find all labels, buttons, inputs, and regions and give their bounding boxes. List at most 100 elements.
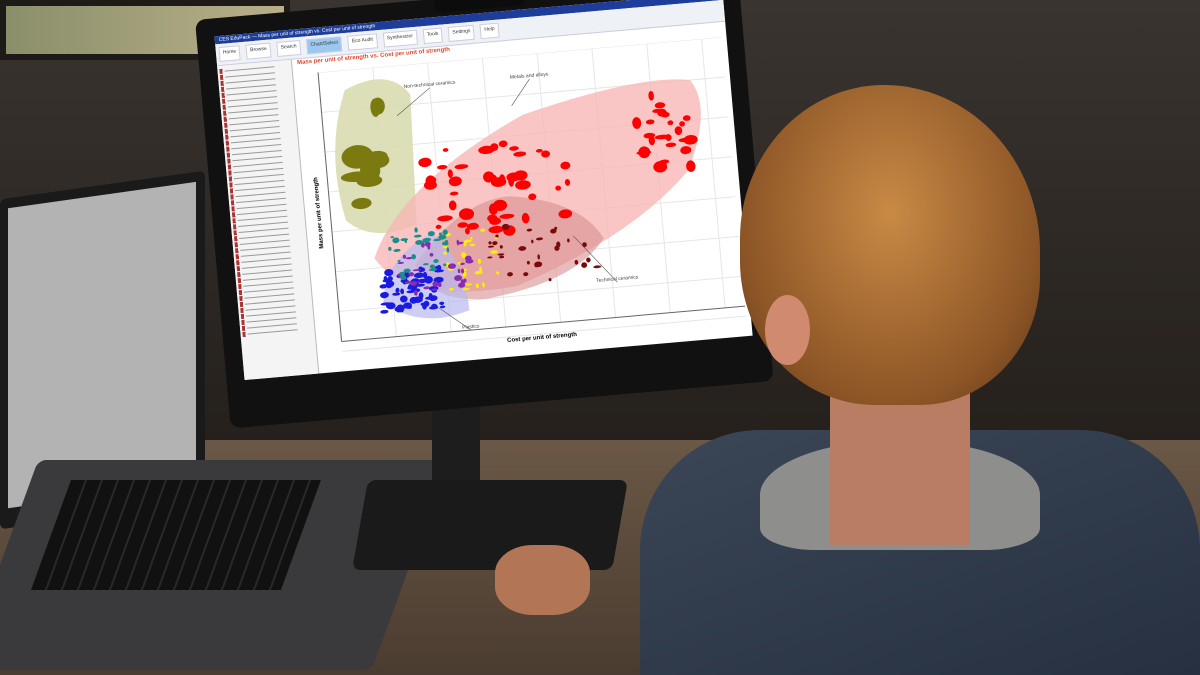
point-plastics <box>385 280 395 288</box>
point-metals <box>458 208 475 220</box>
point-purple <box>457 268 461 274</box>
point-metals <box>560 161 571 170</box>
point-technical-ceramics <box>554 245 560 251</box>
point-metals <box>632 117 642 129</box>
annotation-leader <box>573 235 618 283</box>
point-metals <box>665 134 672 141</box>
point-metals <box>447 169 453 179</box>
point-technical-ceramics <box>586 257 591 263</box>
toolbar-button[interactable]: Browse <box>245 42 272 60</box>
point-yellow <box>442 245 448 249</box>
y-axis <box>317 72 343 342</box>
point-purple <box>402 254 407 259</box>
point-purple <box>404 281 412 284</box>
point-metals <box>660 111 670 118</box>
point-plastics <box>380 309 389 314</box>
person <box>740 85 1040 545</box>
point-technical-ceramics <box>550 228 557 234</box>
point-technical-ceramics <box>501 223 510 230</box>
point-metals <box>541 150 551 158</box>
grid-line <box>701 38 726 308</box>
point-metals <box>492 199 508 212</box>
point-purple <box>410 281 418 286</box>
neck <box>830 385 970 545</box>
point-teal <box>400 238 409 242</box>
point-teal <box>393 248 401 252</box>
point-yellow <box>463 240 467 247</box>
point-purple <box>417 281 421 284</box>
point-plastics <box>385 302 396 310</box>
point-yellow <box>482 282 485 288</box>
point-technical-ceramics <box>534 264 542 268</box>
point-teal <box>433 259 439 264</box>
annotation-label: Non-technical ceramics <box>403 80 456 91</box>
point-non-technical-ceramics <box>360 159 372 183</box>
annotation-label: Plastics <box>462 323 480 331</box>
point-metals <box>508 174 515 187</box>
toolbar-button[interactable]: Help <box>479 22 500 40</box>
point-metals <box>509 146 519 151</box>
point-plastics <box>431 303 438 309</box>
point-yellow <box>464 239 472 243</box>
toolbar-button[interactable]: Chart/Select <box>305 36 343 55</box>
point-plastics <box>399 295 408 303</box>
point-teal <box>443 263 447 267</box>
point-purple <box>460 268 465 274</box>
point-metals <box>515 180 531 190</box>
point-plastics <box>439 301 445 306</box>
point-plastics <box>418 266 424 273</box>
toolbar-button[interactable]: Synthesizer <box>382 29 418 48</box>
point-metals <box>442 148 449 152</box>
point-yellow <box>490 250 498 254</box>
point-metals <box>659 159 670 164</box>
point-purple <box>458 282 466 288</box>
toolbar-button[interactable]: Home <box>218 45 242 63</box>
point-metals <box>418 157 432 168</box>
point-metals <box>682 115 691 121</box>
point-metals <box>686 160 696 172</box>
point-metals <box>449 191 459 196</box>
point-plastics <box>415 283 425 287</box>
point-teal <box>422 263 429 266</box>
point-non-technical-ceramics <box>351 197 372 210</box>
hand <box>495 545 590 615</box>
toolbar-button[interactable]: Tools <box>422 27 444 45</box>
point-teal <box>442 241 449 246</box>
point-yellow <box>461 252 467 258</box>
point-metals <box>564 179 571 186</box>
point-non-technical-ceramics <box>371 97 385 115</box>
point-plastics <box>379 284 388 289</box>
toolbar-button[interactable]: Search <box>276 39 302 57</box>
point-purple <box>397 262 405 264</box>
laptop-keyboard <box>30 480 321 590</box>
point-metals <box>466 222 479 230</box>
point-technical-ceramics <box>495 234 499 238</box>
point-technical-ceramics <box>488 241 492 245</box>
point-purple <box>429 252 434 257</box>
point-teal <box>438 232 442 236</box>
point-purple <box>454 275 463 281</box>
toolbar-button[interactable]: Eco Audit <box>347 33 378 51</box>
point-plastics <box>395 289 400 293</box>
point-purple <box>437 282 442 288</box>
point-purple <box>408 272 415 277</box>
point-teal <box>429 264 435 269</box>
point-purple <box>432 281 439 287</box>
toolbar-button[interactable]: Settings <box>447 24 476 42</box>
point-metals <box>448 176 462 187</box>
point-teal <box>422 237 432 242</box>
point-plastics <box>425 296 434 300</box>
point-metals <box>680 146 692 155</box>
point-metals <box>558 209 573 219</box>
point-plastics <box>407 305 412 309</box>
point-metals <box>665 142 677 148</box>
point-yellow <box>477 258 481 264</box>
point-plastics <box>413 272 425 279</box>
point-metals <box>645 119 655 125</box>
point-technical-ceramics <box>487 245 495 248</box>
point-metals <box>464 227 470 235</box>
point-technical-ceramics <box>567 238 570 243</box>
point-metals <box>437 164 448 170</box>
point-teal <box>392 237 400 244</box>
point-yellow <box>469 243 475 247</box>
